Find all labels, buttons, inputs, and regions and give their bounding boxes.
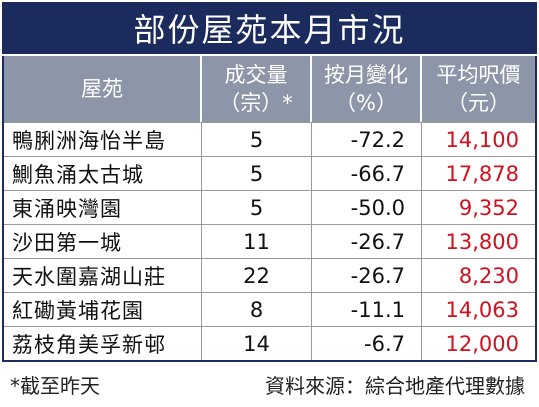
header-row: 屋苑 成交量 （宗）* 按月變化 （%） 平均呎價 （元） bbox=[4, 56, 535, 122]
table-cell: 11 bbox=[202, 225, 312, 258]
source: 資料來源：綜合地產代理數據 bbox=[265, 374, 525, 398]
header-cell: 按月變化 （%） bbox=[312, 56, 422, 122]
header-text: 成交量 bbox=[224, 63, 288, 87]
header-text: 屋苑 bbox=[81, 77, 123, 101]
table-cell: 8 bbox=[202, 293, 312, 326]
header-text: （宗）* bbox=[219, 91, 293, 115]
table-cell: 鴨脷洲海怡半島 bbox=[4, 123, 202, 156]
table-cell: 14,063 bbox=[445, 297, 519, 322]
footnote: *截至昨天 bbox=[10, 374, 100, 398]
table-cell: 天水圍嘉湖山莊 bbox=[4, 259, 202, 292]
table-cell: -66.7 bbox=[312, 157, 422, 190]
table-cell: 5 bbox=[202, 123, 312, 156]
table-row: 沙田第一城 11 -26.7 13,800 bbox=[4, 224, 535, 258]
table-cell: 12,000 bbox=[445, 331, 519, 356]
table-cell: -6.7 bbox=[312, 327, 422, 360]
title: 部份屋苑本月市況 bbox=[2, 2, 537, 54]
table-cell: 8,230 bbox=[458, 263, 519, 288]
table-row: 東涌映灣園 5 -50.0 9,352 bbox=[4, 190, 535, 224]
table-cell: 紅磡黃埔花園 bbox=[4, 293, 202, 326]
table-cell: 5 bbox=[202, 191, 312, 224]
table-row: 鴨脷洲海怡半島 5 -72.2 14,100 bbox=[4, 122, 535, 156]
table-cell: 17,878 bbox=[445, 161, 519, 186]
header-text: （%） bbox=[335, 91, 397, 115]
table-cell: 鰂魚涌太古城 bbox=[4, 157, 202, 190]
header-cell: 屋苑 bbox=[4, 56, 202, 122]
table-row: 鰂魚涌太古城 5 -66.7 17,878 bbox=[4, 156, 535, 190]
table-cell: -50.0 bbox=[312, 191, 422, 224]
footer: *截至昨天 資料來源：綜合地產代理數據 bbox=[0, 366, 539, 402]
header-cell: 平均呎價 （元） bbox=[422, 56, 535, 122]
table: 屋苑 成交量 （宗）* 按月變化 （%） 平均呎價 （元） 鴨脷洲海怡半島 5 -72.2 14,1… bbox=[2, 56, 537, 362]
header-text: 按月變化 bbox=[324, 63, 408, 87]
table-cell: 荔枝角美孚新邨 bbox=[4, 327, 202, 360]
header-text: （元） bbox=[447, 91, 510, 115]
table-cell: 14,100 bbox=[445, 127, 519, 152]
table-cell: 13,800 bbox=[445, 229, 519, 254]
table-row: 荔枝角美孚新邨 14 -6.7 12,000 bbox=[4, 326, 535, 360]
table-row: 天水圍嘉湖山莊 22 -26.7 8,230 bbox=[4, 258, 535, 292]
table-cell: 22 bbox=[202, 259, 312, 292]
table-cell: 14 bbox=[202, 327, 312, 360]
table-cell: 沙田第一城 bbox=[4, 225, 202, 258]
table-cell: -26.7 bbox=[312, 259, 422, 292]
header-cell: 成交量 （宗）* bbox=[202, 56, 312, 122]
table-cell: -26.7 bbox=[312, 225, 422, 258]
table-cell: -11.1 bbox=[312, 293, 422, 326]
header-text: 平均呎價 bbox=[436, 63, 521, 87]
table-cell: 9,352 bbox=[458, 195, 519, 220]
table-cell: 東涌映灣園 bbox=[4, 191, 202, 224]
table-cell: -72.2 bbox=[312, 123, 422, 156]
table-row: 紅磡黃埔花園 8 -11.1 14,063 bbox=[4, 292, 535, 326]
table-cell: 5 bbox=[202, 157, 312, 190]
